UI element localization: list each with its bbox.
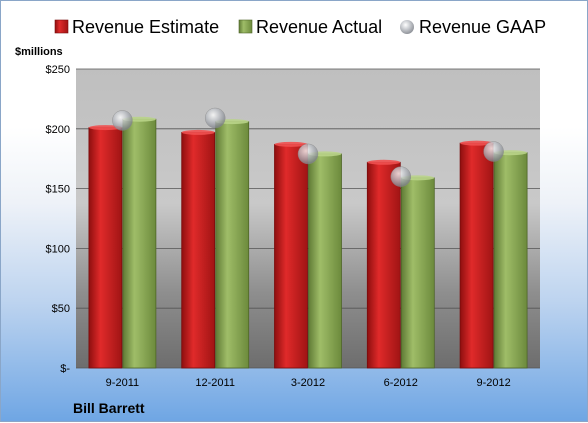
unit-label: $millions: [15, 46, 63, 58]
marker-revenue-gaap: [483, 141, 504, 162]
legend-swatch-estimate: [54, 19, 69, 34]
y-tick-label: $150: [46, 184, 70, 196]
x-tick-label: 9-2012: [476, 377, 510, 389]
bar-revenue-actual: [493, 152, 528, 369]
bar-revenue-estimate-top: [367, 159, 401, 165]
x-tick-label: 6-2012: [384, 377, 418, 389]
bar-revenue-estimate: [181, 131, 216, 369]
bar-revenue-actual: [122, 118, 157, 369]
bar-revenue-estimate: [459, 142, 494, 369]
y-tick-label: $200: [46, 124, 70, 136]
legend-marker-gaap: [400, 20, 414, 34]
bar-revenue-estimate: [88, 127, 123, 369]
y-tick-label: $-: [60, 363, 70, 375]
legend-label-estimate: Revenue Estimate: [72, 17, 219, 37]
bar-revenue-estimate-top: [88, 125, 122, 131]
bar-revenue-actual: [400, 177, 435, 369]
legend-swatch-actual: [238, 19, 253, 34]
y-tick-label: $100: [46, 243, 70, 255]
marker-revenue-gaap: [390, 166, 412, 187]
x-tick-label: 3-2012: [291, 377, 325, 389]
bar-revenue-estimate-top: [460, 140, 494, 146]
bar-revenue-estimate: [366, 161, 401, 369]
marker-revenue-gaap: [297, 143, 319, 165]
bar-revenue-estimate-top: [274, 141, 308, 147]
bar-revenue-actual: [215, 121, 250, 369]
bar-revenue-actual: [308, 153, 342, 369]
x-tick-label: 12-2011: [195, 377, 235, 389]
y-tick-label: $50: [52, 303, 70, 315]
legend: Revenue Estimate Revenue Actual Revenue …: [54, 17, 546, 37]
y-tick-label: $250: [46, 64, 70, 76]
x-tick-label: 9-2011: [106, 377, 139, 389]
legend-label-gaap: Revenue GAAP: [419, 17, 546, 37]
company-label: Bill Barrett: [73, 400, 145, 416]
bar-revenue-estimate: [274, 143, 308, 369]
legend-label-actual: Revenue Actual: [256, 17, 382, 37]
bar-revenue-estimate-top: [181, 129, 215, 135]
marker-revenue-gaap: [112, 110, 133, 131]
marker-revenue-gaap: [204, 107, 226, 129]
